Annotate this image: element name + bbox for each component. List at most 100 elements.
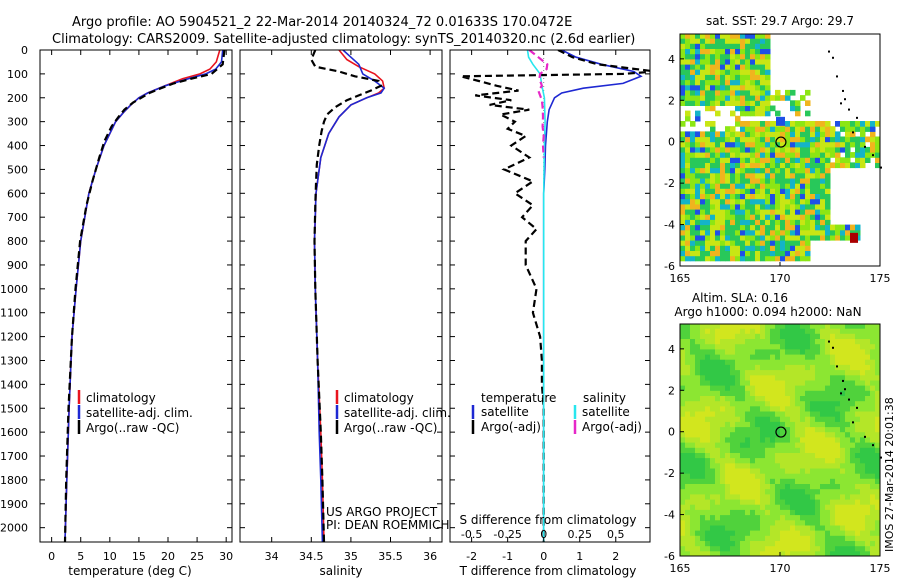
map-cell <box>785 183 791 189</box>
map-cell <box>860 499 866 505</box>
map-cell <box>695 240 701 246</box>
map-cell <box>730 333 736 339</box>
map-cell <box>705 359 711 365</box>
map-cell <box>690 540 696 547</box>
map-cell <box>840 136 846 143</box>
map-cell <box>820 452 826 459</box>
map-cell <box>820 198 826 205</box>
map-cell <box>690 79 696 86</box>
map-cell <box>740 43 746 49</box>
map-cell <box>720 514 726 521</box>
map-cell <box>795 473 801 479</box>
map-cell <box>680 343 686 350</box>
map-cell <box>770 395 776 402</box>
map-cell <box>765 457 771 464</box>
map-cell <box>875 442 880 448</box>
xtick-label-s: -0.5 <box>461 528 482 541</box>
map-cell <box>840 333 846 339</box>
map-cell <box>770 152 776 158</box>
map-cell <box>715 483 721 490</box>
map-cell <box>770 421 776 428</box>
map-cell <box>795 240 801 246</box>
map-cell <box>780 348 786 355</box>
map-cell <box>710 426 716 433</box>
map-cell <box>710 468 716 474</box>
map-cell <box>815 400 821 407</box>
map-cell <box>710 473 716 479</box>
map-cell <box>760 224 766 231</box>
map-cell <box>865 369 871 376</box>
map-cell <box>800 385 806 391</box>
map-cell <box>810 333 816 339</box>
map-cell <box>735 535 741 541</box>
map-cell <box>700 48 706 55</box>
map-cell <box>830 530 836 536</box>
map-cell <box>830 431 836 438</box>
ytick-label: 1700 <box>0 450 28 463</box>
map-cell <box>710 34 716 39</box>
map-cell <box>690 245 696 251</box>
map-cell <box>860 462 866 469</box>
map-cell <box>850 416 856 422</box>
map-cell <box>745 354 751 360</box>
map-cell <box>850 395 856 402</box>
map-cell <box>735 115 741 122</box>
map-cell <box>795 447 801 453</box>
map-cell <box>700 69 706 75</box>
map-cell <box>680 178 686 184</box>
map-cell <box>760 524 766 531</box>
map-cell <box>865 514 871 521</box>
map-cell <box>725 38 731 44</box>
map-cell <box>750 121 756 127</box>
map-cell <box>855 530 861 536</box>
map-cell <box>745 110 751 117</box>
map-cell <box>875 514 880 521</box>
map-cell <box>850 442 856 448</box>
map-cell <box>755 535 761 541</box>
map-cell <box>865 379 871 386</box>
map-cell <box>765 535 771 541</box>
map-cell <box>800 478 806 484</box>
map-cell <box>845 121 851 127</box>
map-cell <box>715 34 721 39</box>
map-cell <box>845 364 851 371</box>
map-cell <box>720 540 726 547</box>
map-cell <box>785 369 791 376</box>
map-cell <box>705 535 711 541</box>
map-cell <box>865 478 871 484</box>
map-cell <box>705 333 711 339</box>
map-cell <box>730 411 736 417</box>
map-cell <box>855 343 861 350</box>
map-cell <box>875 431 880 438</box>
map-ytick-label: 4 <box>668 53 675 66</box>
map-cell <box>730 452 736 459</box>
map-cell <box>700 395 706 402</box>
map-cell <box>865 442 871 448</box>
map-cell <box>755 426 761 433</box>
map-cell <box>780 193 786 200</box>
map-cell <box>805 519 811 526</box>
map-cell <box>845 354 851 360</box>
map-cell <box>875 473 880 479</box>
map-cell <box>870 524 876 531</box>
map-cell <box>710 255 716 262</box>
map-cell <box>875 452 880 459</box>
map-cell <box>875 457 880 464</box>
map-cell <box>810 369 816 376</box>
map-cell <box>760 121 766 127</box>
map-cell <box>800 229 806 236</box>
map-cell <box>860 421 866 428</box>
map-cell <box>690 395 696 402</box>
map-cell <box>700 136 706 143</box>
map-cell <box>810 167 816 174</box>
map-cell <box>680 509 686 516</box>
map-cell <box>725 53 731 60</box>
map-cell <box>750 48 756 55</box>
map-cell <box>845 416 851 422</box>
map-cell <box>710 421 716 428</box>
map-cell <box>770 519 776 526</box>
map-cell <box>785 209 791 215</box>
map-cell <box>845 421 851 428</box>
map-cell <box>765 348 771 355</box>
map-cell <box>755 462 761 469</box>
